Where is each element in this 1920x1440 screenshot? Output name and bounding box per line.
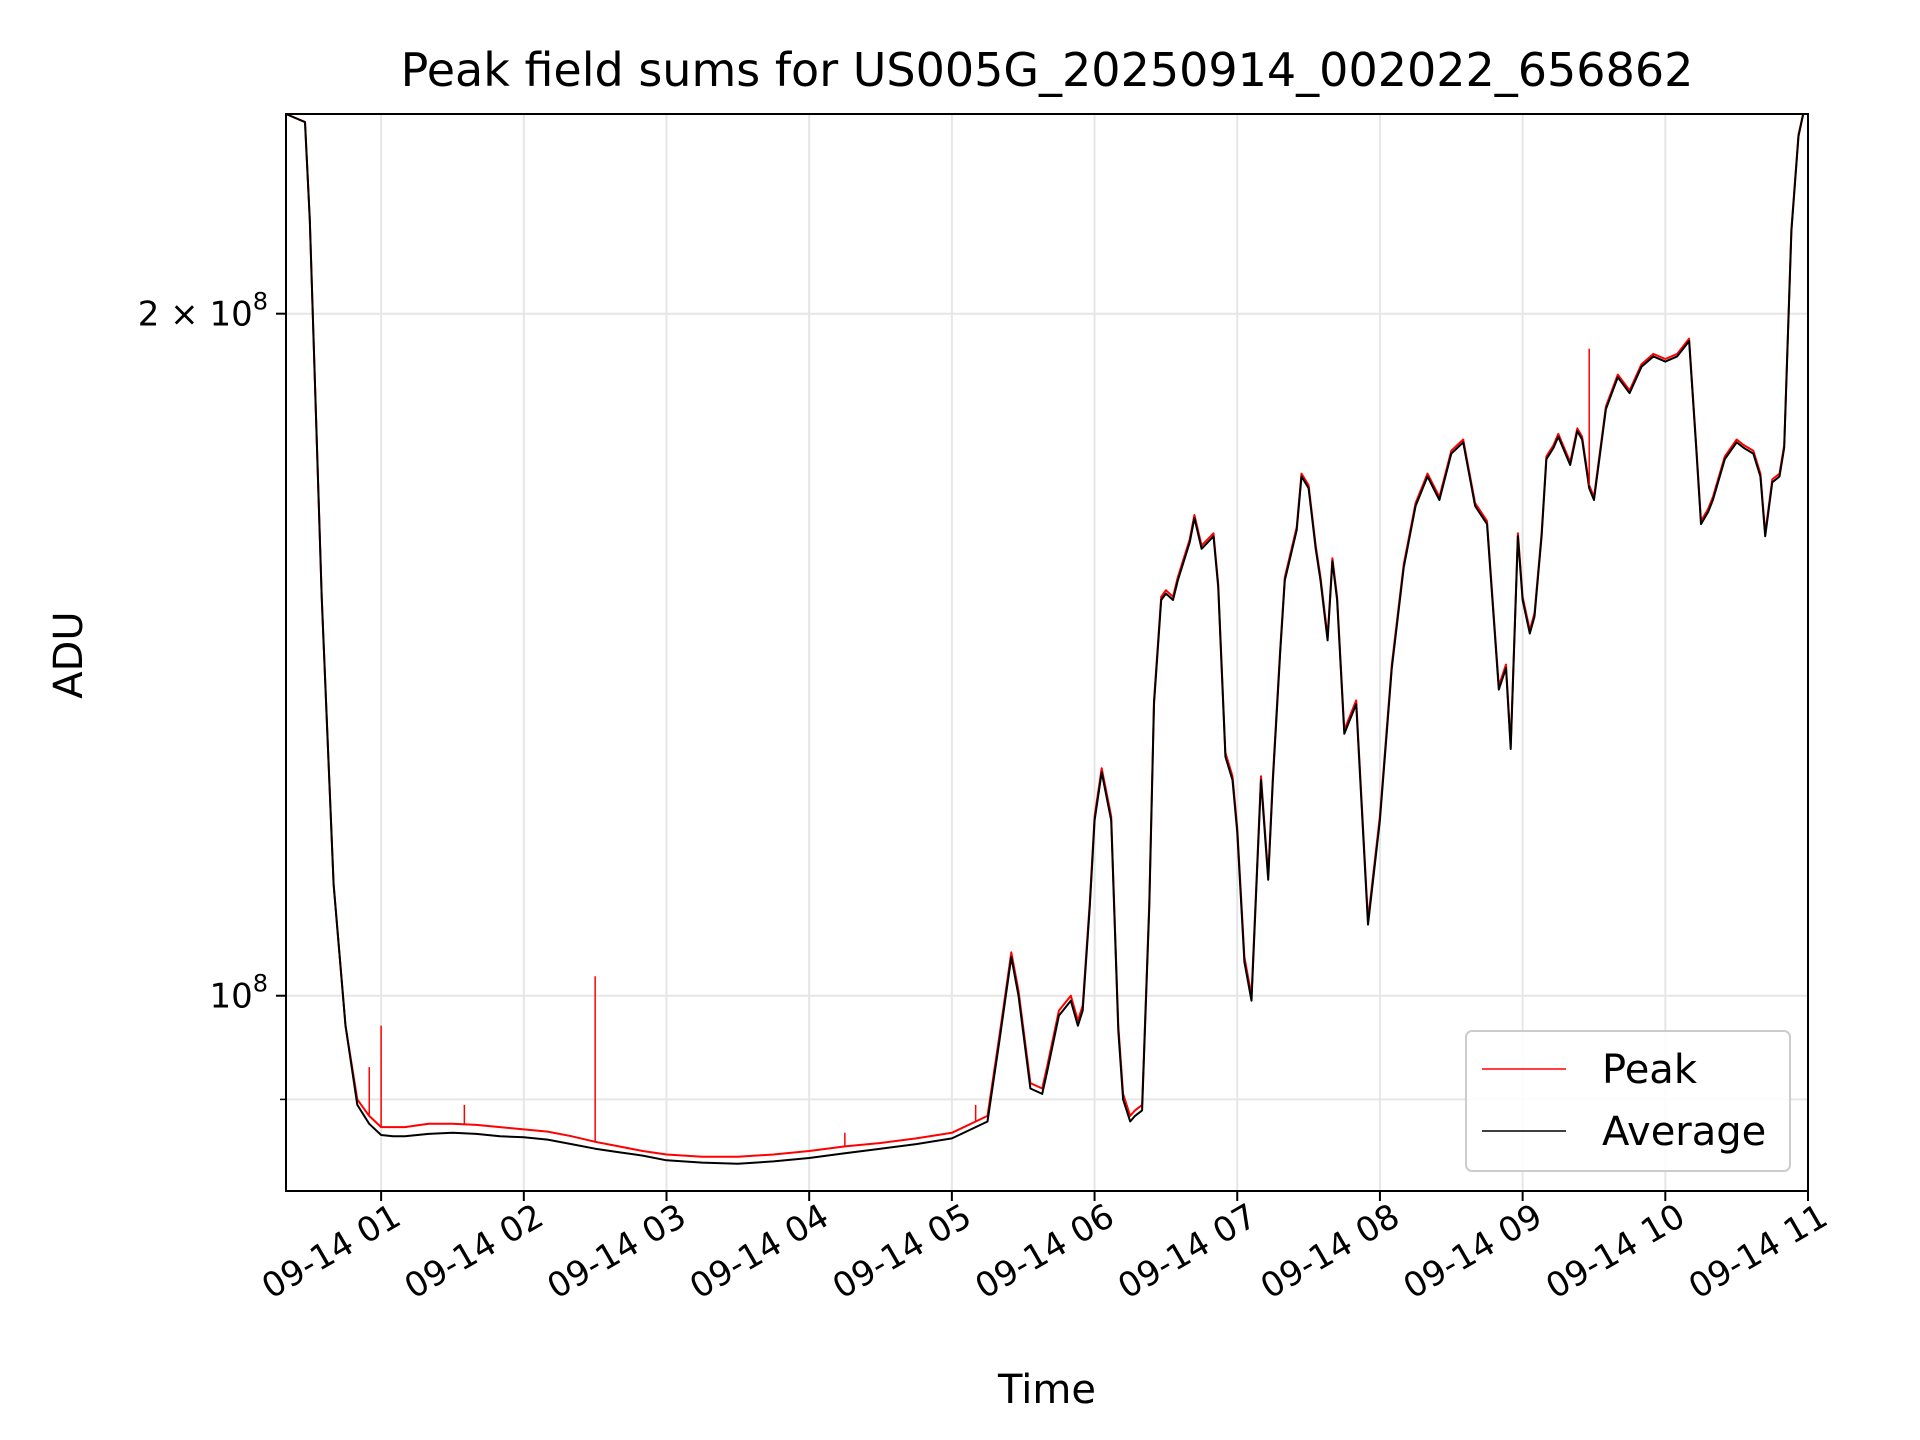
x-tick-label: 09-14 06 — [969, 1196, 1121, 1307]
x-tick-label: 09-14 03 — [541, 1196, 693, 1307]
x-tick-label: 09-14 02 — [398, 1196, 550, 1307]
chart-title: Peak field sums for US005G_20250914_0020… — [401, 43, 1694, 97]
plot-frame — [285, 113, 1809, 1192]
legend: Peak Average — [1465, 1030, 1791, 1172]
x-tick-label: 09-14 08 — [1254, 1196, 1406, 1307]
x-tick-label: 09-14 01 — [255, 1196, 407, 1307]
series-line-peak — [285, 113, 1808, 1158]
legend-label-average: Average — [1602, 1109, 1766, 1155]
x-tick-label: 09-14 11 — [1682, 1196, 1834, 1307]
y-axis-label: ADU — [46, 611, 92, 698]
x-axis-label: Time — [997, 1367, 1096, 1413]
x-tick-label: 09-14 04 — [683, 1196, 835, 1307]
series-lines — [285, 113, 1808, 1165]
x-tick-label: 09-14 07 — [1111, 1196, 1263, 1307]
legend-box — [1465, 1030, 1791, 1172]
grid-lines — [286, 114, 1808, 1191]
x-tick-label: 09-14 05 — [826, 1196, 978, 1307]
y-tick-label: 2 × 108 — [138, 288, 268, 335]
legend-label-peak: Peak — [1602, 1047, 1698, 1093]
series-line-average — [285, 113, 1808, 1165]
x-tick-label: 09-14 09 — [1397, 1196, 1549, 1307]
x-tick-label: 09-14 10 — [1539, 1196, 1691, 1307]
y-tick-label: 108 — [209, 970, 268, 1017]
y-axis-ticks: 2 × 108 108 — [138, 288, 286, 1101]
